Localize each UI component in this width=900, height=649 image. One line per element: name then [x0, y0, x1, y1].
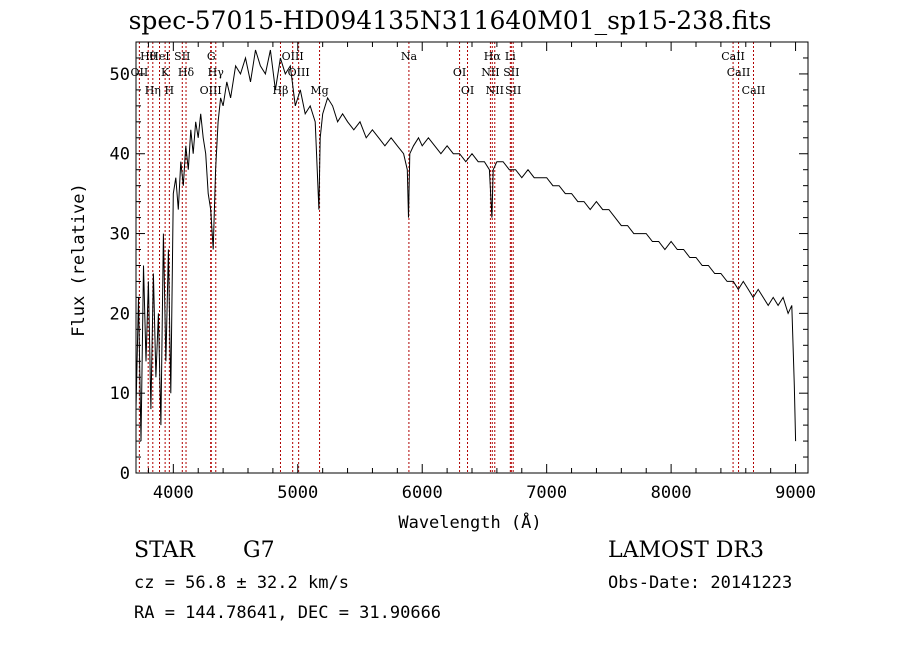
x-tick-label: 4000 [153, 483, 194, 503]
x-tick-label: 7000 [526, 483, 567, 503]
y-tick-label: 50 [110, 65, 130, 85]
redshift-cz: cz = 56.8 ± 32.2 km/s [134, 573, 349, 593]
y-tick-label: 0 [120, 464, 130, 484]
x-tick-label: 5000 [277, 483, 318, 503]
reference-line-label: K [161, 66, 170, 79]
y-tick-label: 10 [110, 384, 130, 404]
reference-line-label: Hη [145, 84, 161, 97]
y-axis-label: Flux (relative) [69, 183, 89, 337]
reference-line-label: Hβ [273, 84, 289, 97]
reference-line-label: CaII [727, 66, 751, 79]
reference-line-label: Na [401, 50, 418, 63]
x-tick-label: 8000 [651, 483, 692, 503]
reference-line-label: SII [174, 50, 190, 63]
x-tick-label: 9000 [775, 483, 816, 503]
reference-line-label: Mg [310, 84, 328, 97]
ra-dec: RA = 144.78641, DEC = 31.90666 [134, 603, 442, 623]
reference-line-label: Hθ [140, 50, 157, 63]
reference-line-label: NII [486, 84, 504, 97]
x-axis-ticks: 4000 5000 6000 7000 8000 9000 [147, 42, 816, 503]
y-tick-label: 20 [110, 304, 130, 324]
reference-line-label: OI [461, 84, 474, 97]
spectrum-line [135, 49, 797, 442]
x-tick-label: 6000 [402, 483, 443, 503]
survey-name: LAMOST DR3 [608, 538, 764, 563]
reference-line-label: Hγ [208, 66, 225, 79]
reference-line-label: OIII [200, 84, 222, 97]
reference-line-label: HeI [149, 50, 169, 63]
reference-line-label: Li [505, 50, 516, 63]
reference-line-labels: HθOIIHηHeIKHSIIHδOIIIGHγHβOIIIOIIIMgNaOI… [131, 50, 766, 97]
reference-line-label: OIII [282, 50, 304, 63]
reference-line-label: OII [131, 66, 149, 79]
reference-line-label: NII [481, 66, 499, 79]
reference-line-label: G [207, 50, 216, 63]
reference-line-label: SII [503, 66, 519, 79]
plot-frame [135, 41, 809, 474]
reference-line-label: Hδ [178, 66, 195, 79]
reference-line-label: OI [453, 66, 466, 79]
x-axis-label: Wavelength (Å) [398, 511, 541, 533]
obs-date: Obs-Date: 20141223 [608, 573, 793, 593]
object-subclass: G7 [243, 538, 275, 563]
reference-line-label: H [165, 84, 175, 97]
reference-lines [138, 42, 754, 473]
object-class: STAR [134, 538, 195, 563]
chart-title: spec-57015-HD094135N311640M01_sp15-238.f… [128, 6, 772, 35]
y-axis-ticks: 0 10 20 30 40 50 [110, 41, 808, 484]
reference-line-label: CaII [721, 50, 745, 63]
y-tick-label: 30 [110, 225, 130, 245]
reference-line-label: Hα [484, 50, 502, 63]
reference-line-label: OIII [288, 66, 310, 79]
y-tick-label: 40 [110, 145, 130, 165]
reference-line-label: CaII [742, 84, 766, 97]
reference-line-label: SII [505, 84, 521, 97]
